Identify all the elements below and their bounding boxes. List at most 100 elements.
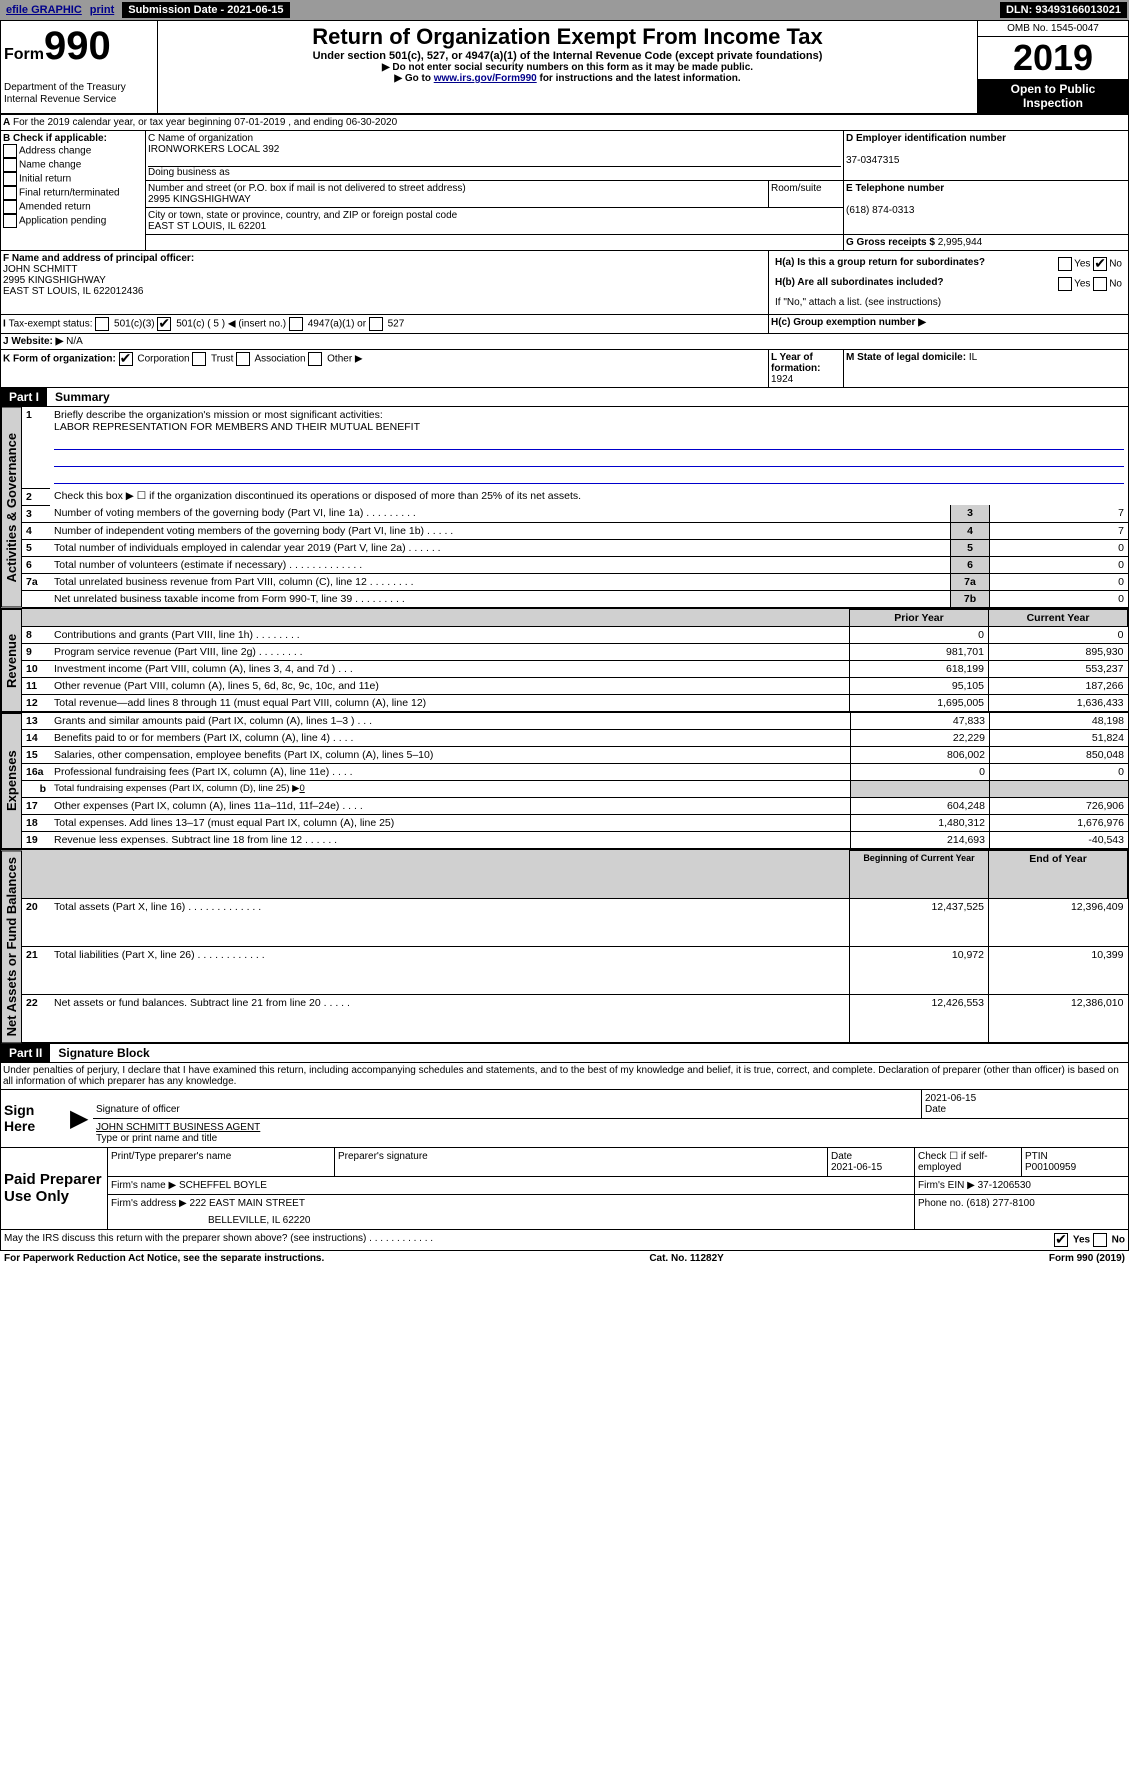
assoc-check[interactable] — [236, 352, 250, 366]
pending-check[interactable] — [3, 214, 17, 228]
print-link[interactable]: print — [90, 4, 114, 16]
irs-link[interactable]: www.irs.gov/Form990 — [434, 73, 537, 84]
line16a: Professional fundraising fees (Part IX, … — [50, 763, 851, 780]
name-change-check[interactable] — [3, 158, 17, 172]
line13: Grants and similar amounts paid (Part IX… — [50, 713, 851, 730]
address: 2995 KINGSHIGHWAY — [148, 194, 251, 205]
form-header: Form990 Department of the Treasury Inter… — [0, 20, 1129, 114]
line3: Number of voting members of the governin… — [50, 505, 951, 522]
line7b: Net unrelated business taxable income fr… — [50, 590, 951, 607]
4947-check[interactable] — [289, 317, 303, 331]
website: N/A — [66, 336, 83, 347]
year-formation-label: L Year of formation: — [771, 352, 820, 374]
part2-header: Part II — [1, 1044, 50, 1062]
perjury-declaration: Under penalties of perjury, I declare th… — [0, 1063, 1129, 1089]
line16b: Total fundraising expenses (Part IX, col… — [54, 783, 299, 794]
mission-label: Briefly describe the organization's miss… — [54, 409, 383, 421]
discuss-preparer: May the IRS discuss this return with the… — [4, 1233, 1054, 1247]
corp-check[interactable] — [119, 352, 133, 366]
omb-number: OMB No. 1545-0047 — [978, 21, 1128, 37]
officer-signed-name: JOHN SCHMITT BUSINESS AGENT — [96, 1122, 260, 1133]
top-bar: efile GRAPHIC print Submission Date - 20… — [0, 0, 1129, 20]
firm-ein: 37-1206530 — [978, 1180, 1031, 1191]
val7a: 0 — [990, 573, 1129, 590]
sign-here-label: Sign Here — [1, 1089, 68, 1147]
prior-year-head: Prior Year — [850, 609, 989, 626]
self-employed-check[interactable]: Check ☐ if self-employed — [918, 1151, 988, 1173]
527-check[interactable] — [369, 317, 383, 331]
ha-no[interactable] — [1093, 257, 1107, 271]
summary-governance: 1Briefly describe the organization's mis… — [22, 407, 1128, 608]
final-return-check[interactable] — [3, 186, 17, 200]
net-assets-label: Net Assets or Fund Balances — [1, 850, 22, 1043]
other-check[interactable] — [308, 352, 322, 366]
hb-no[interactable] — [1093, 277, 1107, 291]
city-label: City or town, state or province, country… — [148, 210, 457, 221]
amended-check[interactable] — [3, 200, 17, 214]
line4: Number of independent voting members of … — [50, 522, 951, 539]
summary-expenses: 13Grants and similar amounts paid (Part … — [22, 713, 1128, 849]
open-public: Open to Public Inspection — [978, 79, 1128, 113]
officer-addr2: EAST ST LOUIS, IL 622012436 — [3, 286, 143, 297]
subordinates-label: H(b) Are all subordinates included? — [775, 277, 944, 288]
org-name-label: C Name of organization — [148, 133, 253, 144]
501c-check[interactable] — [157, 317, 171, 331]
line14: Benefits paid to or for members (Part IX… — [50, 729, 851, 746]
group-return-label: H(a) Is this a group return for subordin… — [775, 257, 985, 268]
group-exemption-label: H(c) Group exemption number ▶ — [771, 317, 926, 328]
footer: For Paperwork Reduction Act Notice, see … — [0, 1251, 1129, 1266]
line5: Total number of individuals employed in … — [50, 539, 951, 556]
signature-block: Sign Here ▶ Signature of officer 2021-06… — [0, 1089, 1129, 1148]
sig-date: 2021-06-15 — [925, 1093, 976, 1104]
501c3-check[interactable] — [95, 317, 109, 331]
hb-yes[interactable] — [1058, 277, 1072, 291]
address-change-check[interactable] — [3, 144, 17, 158]
efile-link[interactable]: efile GRAPHIC — [6, 4, 82, 16]
part2-title: Signature Block — [50, 1044, 157, 1062]
gross-receipts: 2,995,944 — [938, 237, 983, 248]
line10: Investment income (Part VIII, column (A)… — [50, 660, 850, 677]
form-title: Return of Organization Exempt From Incom… — [161, 24, 974, 50]
part1-header: Part I — [1, 388, 47, 406]
line22: Net assets or fund balances. Subtract li… — [50, 994, 850, 1042]
firm-address: 222 EAST MAIN STREET — [190, 1198, 305, 1209]
form-label: Form990 — [4, 46, 111, 63]
check-applicable-label: B Check if applicable: — [3, 133, 107, 144]
trust-check[interactable] — [192, 352, 206, 366]
line8: Contributions and grants (Part VIII, lin… — [50, 626, 850, 643]
officer-name: JOHN SCHMITT — [3, 264, 77, 275]
ha-yes[interactable] — [1058, 257, 1072, 271]
line20: Total assets (Part X, line 16) . . . . .… — [50, 898, 850, 946]
initial-return-check[interactable] — [3, 172, 17, 186]
dept-treasury: Department of the Treasury — [4, 82, 126, 93]
tax-year: 2019 — [978, 37, 1128, 79]
discuss-no[interactable] — [1093, 1233, 1107, 1247]
instr1: ▶ Do not enter social security numbers o… — [161, 62, 974, 73]
line19: Revenue less expenses. Subtract line 18 … — [50, 831, 851, 848]
firm-phone: (618) 277-8100 — [966, 1198, 1034, 1209]
form-subtitle: Under section 501(c), 527, or 4947(a)(1)… — [161, 50, 974, 62]
prep-date: 2021-06-15 — [831, 1162, 882, 1173]
org-form-label: K Form of organization: — [3, 354, 116, 365]
line2: Check this box ▶ ☐ if the organization d… — [50, 488, 1128, 505]
ein-label: D Employer identification number — [846, 133, 1006, 144]
current-year-head: Current Year — [989, 609, 1128, 626]
firm-name: SCHEFFEL BOYLE — [179, 1180, 267, 1191]
revenue-label: Revenue — [1, 609, 22, 712]
state-domicile: IL — [969, 352, 977, 363]
org-name: IRONWORKERS LOCAL 392 — [148, 144, 279, 155]
line11: Other revenue (Part VIII, column (A), li… — [50, 677, 850, 694]
begin-year-head: Beginning of Current Year — [850, 850, 989, 898]
val5: 0 — [990, 539, 1129, 556]
gross-label: G Gross receipts $ — [846, 237, 935, 248]
addr-label: Number and street (or P.O. box if mail i… — [148, 183, 466, 194]
city: EAST ST LOUIS, IL 62201 — [148, 221, 266, 232]
line21: Total liabilities (Part X, line 26) . . … — [50, 946, 850, 994]
tax-exempt-label: Tax-exempt status: — [9, 319, 93, 330]
part1-title: Summary — [47, 388, 118, 406]
discuss-yes[interactable] — [1054, 1233, 1068, 1247]
room-label: Room/suite — [771, 183, 822, 194]
phone: (618) 874-0313 — [846, 205, 914, 216]
line17: Other expenses (Part IX, column (A), lin… — [50, 797, 851, 814]
paid-preparer-label: Paid Preparer Use Only — [1, 1148, 108, 1230]
